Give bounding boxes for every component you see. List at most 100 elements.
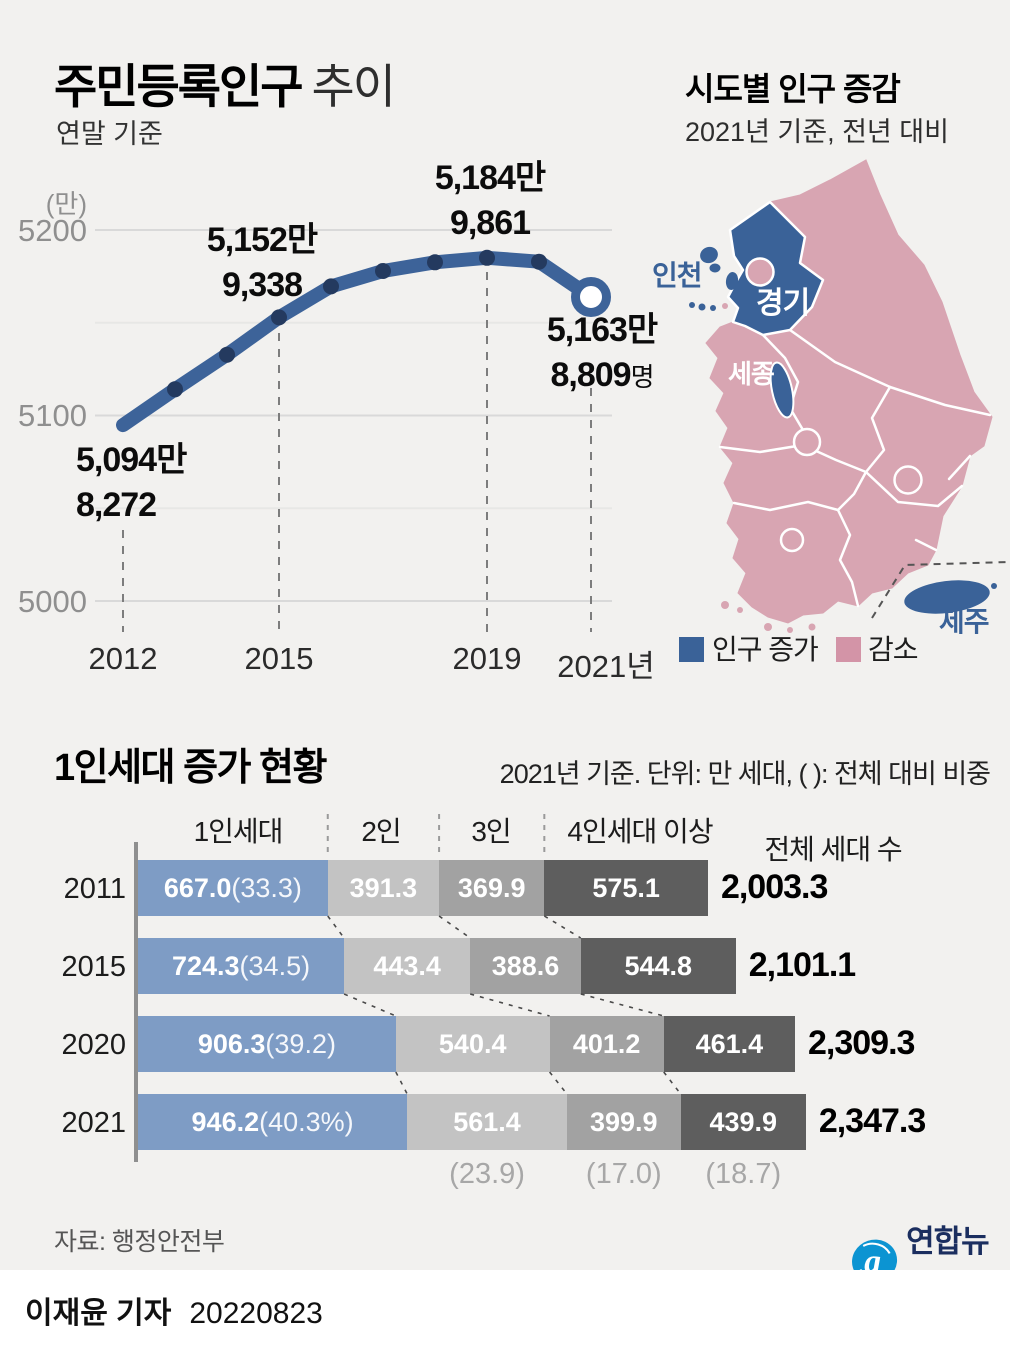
data-point-2019 — [479, 249, 495, 266]
segment-connector — [548, 1071, 568, 1095]
unit-persons: 명 — [630, 362, 655, 392]
point-label-2021: 5,163만 8,809명 — [546, 311, 658, 394]
page-title-light: 추이 — [311, 60, 395, 113]
segment-share: (34.5) — [239, 950, 311, 981]
y-tick-5000: 5000 — [18, 584, 87, 619]
legend-label-decrease: 감소 — [868, 634, 918, 665]
y-tick-5200: 5200 — [18, 213, 87, 248]
col-header-total: 전체 세대 수 — [764, 834, 902, 865]
map-label-incheon: 인천 — [652, 260, 702, 291]
segment-value: 544.8 — [624, 950, 693, 981]
segment-share: (33.3) — [231, 872, 302, 903]
point-label-2012: 5,094만 8,272 — [76, 441, 187, 524]
bar-segment: 946.2 (40.3%) — [138, 1094, 408, 1150]
map-title: 시도별 인구 증감 — [685, 71, 901, 107]
bar-segment: 401.2 — [549, 1016, 664, 1072]
col-header-3person: 3인 — [471, 816, 511, 847]
map-region-seoul — [745, 257, 775, 287]
bar-total-label: 2,347.3 — [818, 1102, 926, 1140]
map-region-gyeonggi — [726, 200, 825, 337]
map-region-gwangju — [779, 527, 805, 553]
x-tick-2015: 2015 — [244, 641, 314, 676]
x-tick-2019: 2019 — [452, 641, 522, 676]
x-tick-2012: 2012 — [88, 641, 158, 676]
share-percent-label: (23.9) — [449, 1158, 525, 1190]
share-percent-label: (18.7) — [705, 1158, 782, 1190]
bar-chart-axis — [134, 842, 138, 1162]
map-region-jeju — [904, 580, 990, 614]
map-region-daejeon — [792, 427, 822, 457]
segment-connector — [438, 915, 471, 939]
bar-total-label: 2,309.3 — [807, 1024, 915, 1062]
map-region-daegu — [893, 465, 923, 495]
segment-value: 575.1 — [592, 872, 660, 903]
household-section-title: 1인세대 증가 현황 — [54, 747, 327, 789]
data-point-2013 — [167, 381, 183, 398]
data-point-2016 — [323, 278, 339, 295]
data-point-2021-open — [571, 277, 611, 317]
bar-segment: 667.0 (33.3) — [138, 860, 328, 916]
bar-segment: 906.3 (39.2) — [138, 1016, 396, 1072]
segment-connector — [327, 915, 345, 939]
share-percent-label: (17.0) — [585, 1158, 662, 1190]
bar-segment: 544.8 — [580, 938, 736, 994]
map-islet-udo — [991, 583, 997, 589]
bar-segment: 561.4 — [407, 1094, 567, 1150]
page-title-bold: 주민등록인구 — [54, 60, 303, 113]
population-trend-line — [116, 250, 598, 433]
segment-value: 439.9 — [709, 1106, 778, 1137]
map-label-sejong: 세종 — [728, 359, 774, 389]
segment-value: 399.9 — [590, 1106, 658, 1137]
col-header-1person: 1인세대 — [193, 816, 284, 847]
segment-connector — [469, 993, 550, 1017]
bar-total-label: 2,003.3 — [720, 868, 828, 906]
bar-segment: 439.9 — [680, 1094, 806, 1150]
map-region-incheon — [689, 246, 739, 311]
segment-share: (40.3%) — [259, 1106, 354, 1137]
segment-value: 443.4 — [373, 950, 441, 981]
segment-connector — [663, 1071, 682, 1095]
col-header-4person: 4인세대 이상 — [567, 816, 713, 847]
segment-value: 401.2 — [572, 1028, 641, 1059]
bar-year-label: 2015 — [61, 951, 126, 983]
province-borders — [718, 328, 992, 608]
legend-swatch-decrease — [836, 637, 861, 662]
segment-value: 906.3 — [197, 1028, 266, 1059]
legend-swatch-increase — [679, 637, 704, 662]
x-tick-2021: 2021년 — [557, 649, 655, 684]
point-label-2019: 5,184만 9,861 — [434, 159, 546, 242]
bar-segment: 443.4 — [344, 938, 471, 994]
bar-segment: 540.4 — [395, 1016, 550, 1072]
reporter-name: 이재윤 기자 — [25, 1297, 172, 1330]
bar-segment: 724.3 (34.5) — [138, 938, 345, 994]
segment-value: 391.3 — [349, 872, 418, 903]
y-axis-unit: (만) — [45, 189, 87, 219]
bar-segment: 388.6 — [470, 938, 581, 994]
y-tick-5100: 5100 — [18, 398, 87, 433]
segment-connector — [580, 993, 664, 1017]
segment-value: 946.2 — [191, 1106, 260, 1137]
map-label-jeju: 제주 — [939, 606, 989, 637]
data-point-2014 — [219, 346, 235, 363]
household-section-note: 2021년 기준. 단위: 만 세대, ( ): 전체 대비 비중 — [499, 759, 991, 789]
byline: 이재윤 기자 20220823 — [25, 1288, 323, 1332]
segment-value: 461.4 — [695, 1028, 764, 1059]
segment-connector — [543, 915, 582, 939]
segment-value: 540.4 — [438, 1028, 507, 1059]
data-point-2020 — [531, 253, 547, 270]
bar-year-label: 2021 — [61, 1107, 126, 1139]
map-south-islets — [721, 599, 816, 633]
data-point-2015 — [271, 309, 287, 326]
korea-province-map: 인천 경기 세종 제주 인구 증가 감소 — [652, 159, 1009, 665]
col-header-2person: 2인 — [361, 816, 401, 847]
data-point-2018 — [427, 254, 443, 271]
map-label-gyeonggi: 경기 — [756, 287, 809, 320]
page-subtitle: 연말 기준 — [56, 119, 163, 149]
segment-value: 388.6 — [491, 950, 560, 981]
bar-segment: 369.9 — [439, 860, 545, 916]
segment-share: (39.2) — [265, 1028, 336, 1059]
bar-segment: 391.3 — [327, 860, 440, 916]
bar-year-label: 2020 — [61, 1029, 126, 1061]
population-line-chart — [95, 229, 612, 632]
